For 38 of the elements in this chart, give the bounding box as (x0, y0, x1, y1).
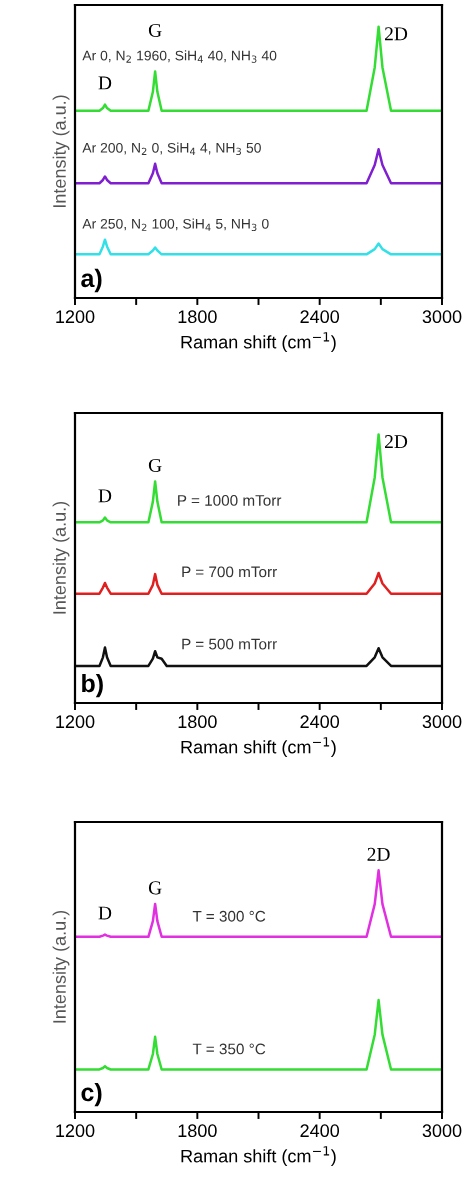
x-tick-label: 2400 (300, 310, 340, 324)
x-tick-label: 3000 (422, 310, 462, 324)
x-tick-label: 1800 (178, 715, 217, 729)
series-label: Ar 200, N$_{2}$ 0, SiH$_{4}$ 4, NH$_{3}$ 50 (82, 142, 261, 156)
series-label: P = 700 mTorr (182, 566, 277, 578)
annotation: 2D (367, 847, 390, 861)
series-label: T = 350 °C (192, 1043, 266, 1055)
annotation: b) (82, 673, 103, 698)
annotation: c) (81, 1082, 102, 1107)
x-tick-label: 1200 (56, 1124, 95, 1138)
series-label: P = 1000 mTorr (178, 495, 282, 506)
x-axis-title: Raman shift (cm$^{−1}$) (181, 1146, 336, 1167)
annotation: a) (81, 268, 102, 293)
x-tick-label: 1200 (56, 715, 95, 729)
y-axis-title: Intensity (a.u.) (52, 501, 70, 614)
x-tick-label: 3000 (422, 1124, 462, 1138)
series-label: P = 500 mTorr (182, 638, 277, 650)
annotation: G (148, 458, 162, 472)
x-tick-label: 1800 (178, 310, 217, 324)
x-tick-label: 2400 (300, 715, 340, 729)
y-axis-title: Intensity (a.u.) (52, 95, 70, 208)
annotation: 2D (385, 435, 408, 449)
x-tick-label: 1800 (178, 1124, 217, 1138)
text: Ar 0, N$_{2}$ 1960, SiH$_{4}$ 40, NH$_{3}$ 40 (82, 50, 277, 63)
y-axis-title: Intensity (a.u.) (52, 910, 70, 1023)
series-label: T = 300 °C (192, 910, 266, 922)
annotation: D (98, 489, 112, 503)
annotation: G (148, 23, 162, 37)
x-tick-label: 1200 (56, 310, 95, 324)
annotation: D (98, 906, 112, 920)
annotation: G (148, 881, 162, 895)
annotation: D (98, 76, 112, 90)
series-label: Ar 250, N$_{2}$ 100, SiH$_{4}$ 5, NH$_{3}$ 0 (82, 218, 269, 231)
x-tick-label: 2400 (300, 1124, 340, 1138)
annotation: 2D (385, 27, 408, 41)
x-axis-title: Raman shift (cm$^{−1}$) (181, 332, 336, 353)
x-tick-label: 3000 (422, 715, 462, 729)
x-axis-title: Raman shift (cm$^{−1}$) (181, 737, 336, 758)
